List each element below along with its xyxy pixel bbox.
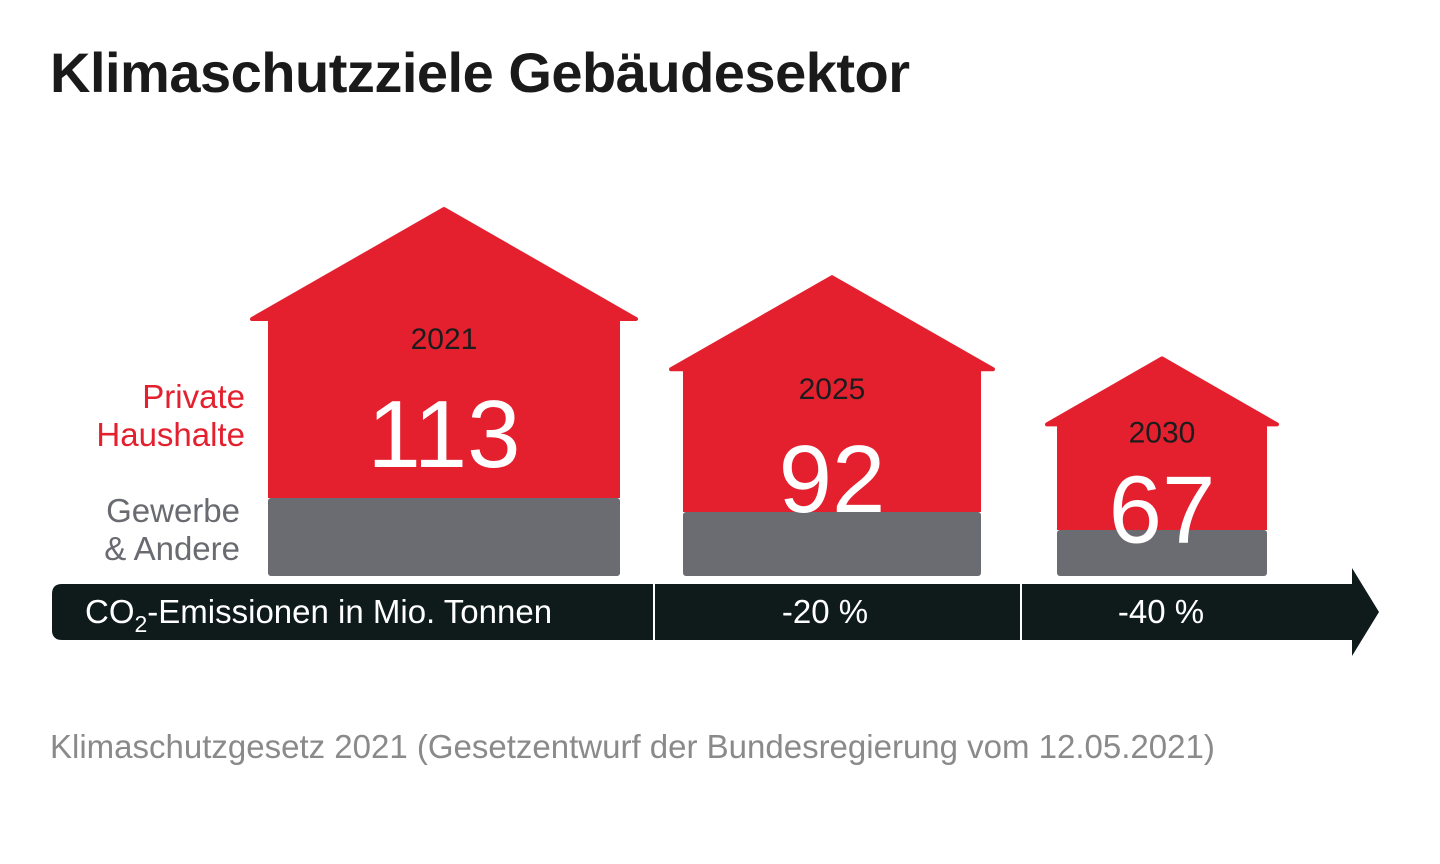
year-label: 2025 <box>799 373 866 406</box>
value-label: 113 <box>367 381 520 488</box>
private-households-segment <box>1057 423 1267 530</box>
house-roof <box>1045 356 1279 427</box>
year-label: 2021 <box>411 323 478 356</box>
commercial-segment <box>268 498 620 576</box>
axis-arrow: CO2-Emissionen in Mio. Tonnen -20 % -40 … <box>52 568 1379 656</box>
legend-private-line1: Private <box>142 378 245 415</box>
house-roof <box>250 207 638 321</box>
arrow-shape <box>52 568 1379 656</box>
commercial-segment <box>683 512 981 576</box>
axis-label: CO2-Emissionen in Mio. Tonnen <box>85 593 552 637</box>
axis-label-prefix: CO <box>85 593 135 630</box>
value-label: 92 <box>779 426 886 533</box>
house-roof <box>669 275 995 372</box>
private-households-segment <box>683 368 981 512</box>
arrow-divider <box>1020 584 1022 640</box>
house-bars: 2021 113 2025 92 2030 67 <box>250 207 1279 576</box>
reduction-label-2025: -20 % <box>782 593 868 630</box>
legend-commercial-line1: Gewerbe <box>106 492 240 529</box>
commercial-segment <box>1057 530 1267 576</box>
arrow-divider <box>653 584 655 640</box>
reduction-label-2030: -40 % <box>1118 593 1204 630</box>
legend-private-line2: Haushalte <box>96 416 245 453</box>
axis-label-subscript: 2 <box>135 611 148 637</box>
house-bar-2025: 2025 92 <box>669 275 995 576</box>
page-title: Klimaschutzziele Gebäudesektor <box>50 41 910 104</box>
private-households-segment <box>268 318 620 498</box>
value-label: 67 <box>1109 456 1216 563</box>
source-note: Klimaschutzgesetz 2021 (Gesetzentwurf de… <box>50 728 1215 765</box>
house-bar-2021: 2021 113 <box>250 207 638 576</box>
legend-commercial-line2: & Andere <box>104 530 240 567</box>
year-label: 2030 <box>1129 416 1196 449</box>
axis-label-suffix: -Emissionen in Mio. Tonnen <box>147 593 552 630</box>
house-bar-2030: 2030 67 <box>1045 356 1279 576</box>
